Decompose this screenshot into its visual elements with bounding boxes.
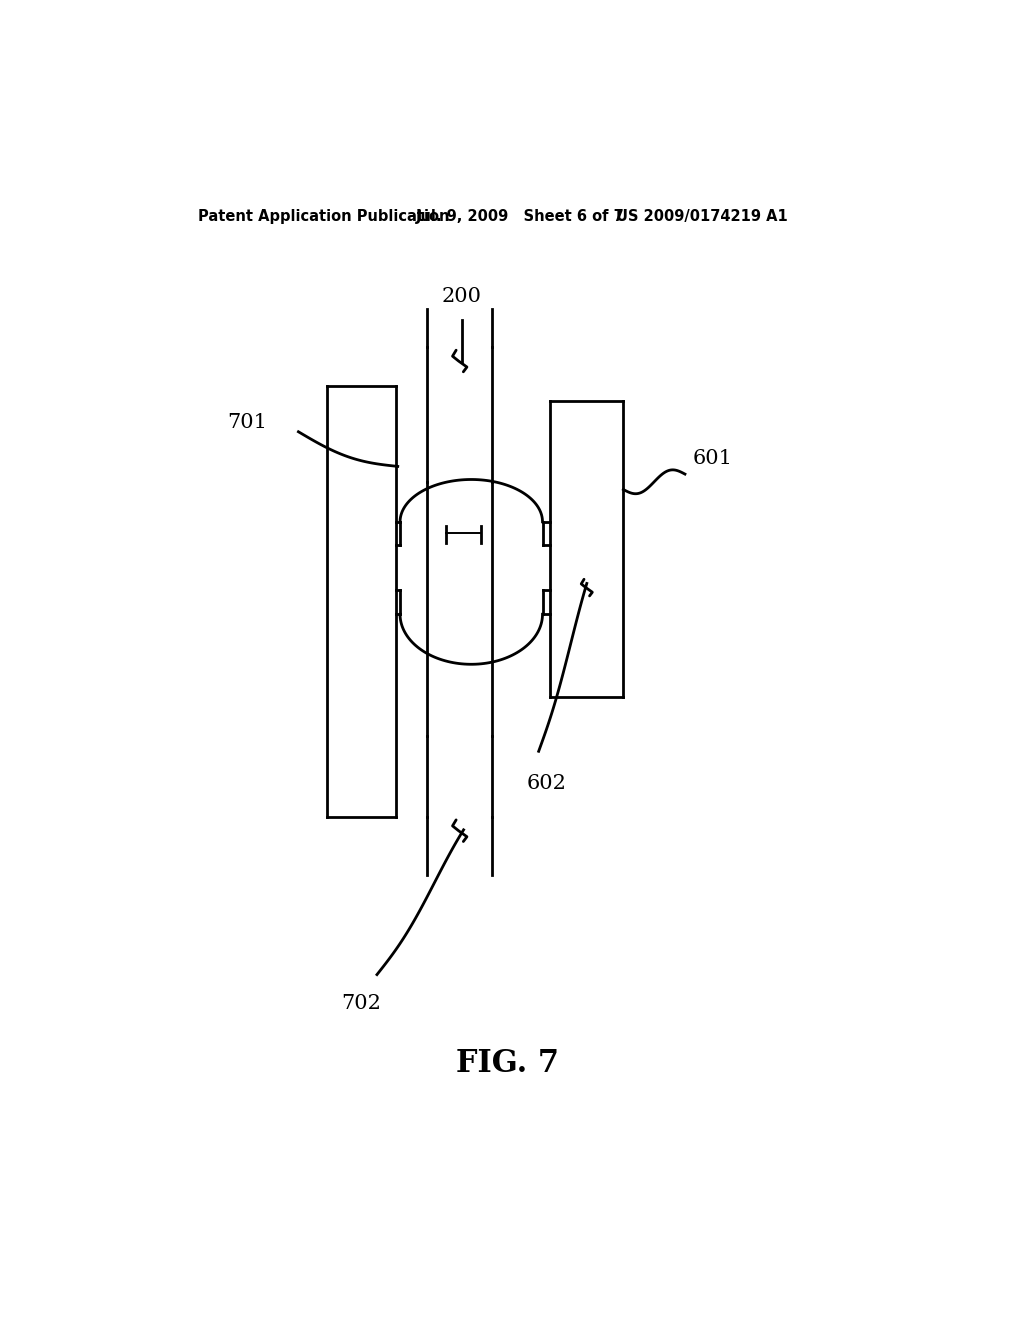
Text: Patent Application Publication: Patent Application Publication <box>199 209 450 223</box>
Text: 200: 200 <box>441 288 481 306</box>
Text: 601: 601 <box>692 449 732 469</box>
Text: FIG. 7: FIG. 7 <box>457 1048 559 1078</box>
Text: 701: 701 <box>227 413 267 432</box>
Text: 602: 602 <box>526 775 566 793</box>
Text: Jul. 9, 2009   Sheet 6 of 7: Jul. 9, 2009 Sheet 6 of 7 <box>416 209 625 223</box>
Text: US 2009/0174219 A1: US 2009/0174219 A1 <box>615 209 787 223</box>
Text: 702: 702 <box>342 994 382 1012</box>
